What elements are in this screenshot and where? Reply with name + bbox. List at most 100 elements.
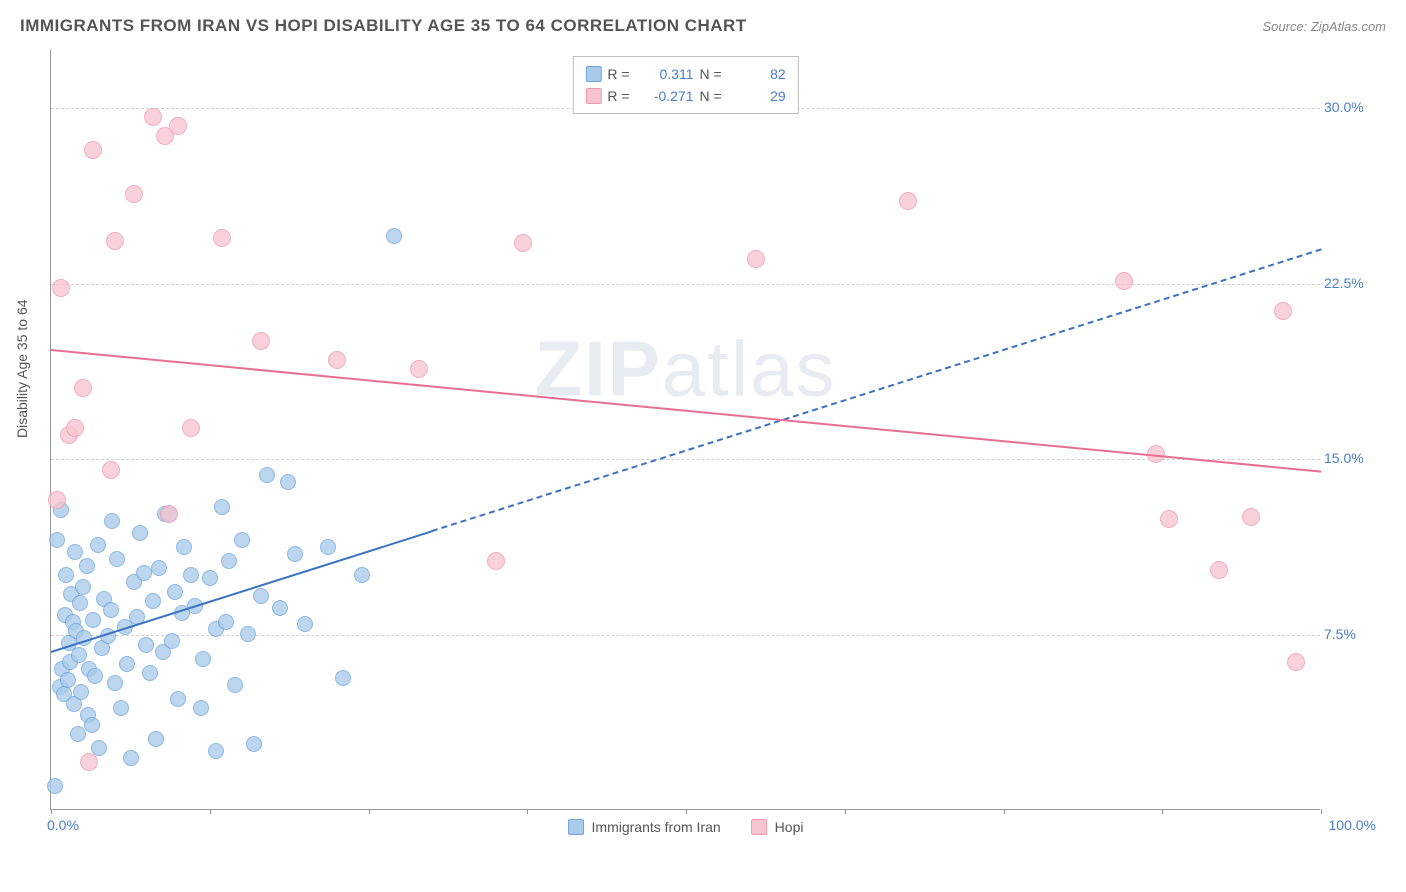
data-point <box>66 419 84 437</box>
data-point <box>280 474 296 490</box>
data-point <box>132 525 148 541</box>
data-point <box>145 593 161 609</box>
data-point <box>214 499 230 515</box>
x-tick-mark <box>210 809 211 814</box>
data-point <box>221 553 237 569</box>
data-point <box>109 551 125 567</box>
data-point <box>240 626 256 642</box>
watermark-suffix: atlas <box>662 324 837 412</box>
data-point <box>410 360 428 378</box>
data-point <box>899 192 917 210</box>
chart-title: IMMIGRANTS FROM IRAN VS HOPI DISABILITY … <box>20 16 747 36</box>
data-point <box>1115 272 1133 290</box>
data-point <box>193 700 209 716</box>
data-point <box>104 513 120 529</box>
legend-swatch-iran <box>568 819 584 835</box>
data-point <box>213 229 231 247</box>
data-point <box>73 684 89 700</box>
data-point <box>514 234 532 252</box>
legend-swatch-hopi <box>751 819 767 835</box>
r-value-iran: 0.311 <box>636 66 694 82</box>
data-point <box>142 665 158 681</box>
data-point <box>167 584 183 600</box>
data-point <box>48 491 66 509</box>
data-point <box>60 672 76 688</box>
data-point <box>487 552 505 570</box>
legend-row-hopi: R = -0.271 N = 29 <box>585 85 785 107</box>
data-point <box>85 612 101 628</box>
x-tick-mark <box>1004 809 1005 814</box>
legend-swatch-hopi <box>585 88 601 104</box>
data-point <box>106 232 124 250</box>
data-point <box>103 602 119 618</box>
data-point <box>259 467 275 483</box>
data-point <box>747 250 765 268</box>
data-point <box>202 570 218 586</box>
data-point <box>297 616 313 632</box>
gridline <box>51 459 1320 460</box>
data-point <box>335 670 351 686</box>
data-point <box>125 185 143 203</box>
trendline <box>51 349 1321 473</box>
source-label: Source: ZipAtlas.com <box>1262 19 1386 34</box>
n-label: N = <box>700 66 722 82</box>
data-point <box>123 750 139 766</box>
data-point <box>195 651 211 667</box>
legend-swatch-iran <box>585 66 601 82</box>
data-point <box>102 461 120 479</box>
chart-header: IMMIGRANTS FROM IRAN VS HOPI DISABILITY … <box>20 16 1386 36</box>
n-label: N = <box>700 88 722 104</box>
data-point <box>136 565 152 581</box>
data-point <box>87 668 103 684</box>
legend-item-hopi: Hopi <box>751 819 804 835</box>
data-point <box>1160 510 1178 528</box>
data-point <box>90 537 106 553</box>
data-point <box>208 743 224 759</box>
data-point <box>84 717 100 733</box>
data-point <box>47 778 63 794</box>
data-point <box>227 677 243 693</box>
x-tick-min: 0.0% <box>47 817 79 833</box>
series-legend: Immigrants from Iran Hopi <box>568 819 804 835</box>
data-point <box>144 108 162 126</box>
data-point <box>49 532 65 548</box>
data-point <box>1287 653 1305 671</box>
data-point <box>70 726 86 742</box>
data-point <box>71 647 87 663</box>
data-point <box>58 567 74 583</box>
legend-label-hopi: Hopi <box>775 819 804 835</box>
data-point <box>151 560 167 576</box>
data-point <box>107 675 123 691</box>
data-point <box>1242 508 1260 526</box>
x-tick-mark <box>686 809 687 814</box>
data-point <box>67 544 83 560</box>
data-point <box>52 279 70 297</box>
data-point <box>354 567 370 583</box>
data-point <box>234 532 250 548</box>
data-point <box>252 332 270 350</box>
data-point <box>72 595 88 611</box>
y-tick-label: 7.5% <box>1324 626 1376 642</box>
x-tick-max: 100.0% <box>1329 817 1376 833</box>
x-tick-mark <box>527 809 528 814</box>
y-axis-label: Disability Age 35 to 64 <box>14 299 30 438</box>
legend-item-iran: Immigrants from Iran <box>568 819 721 835</box>
data-point <box>176 539 192 555</box>
r-label: R = <box>607 88 629 104</box>
x-tick-mark <box>369 809 370 814</box>
data-point <box>169 117 187 135</box>
data-point <box>164 633 180 649</box>
data-point <box>386 228 402 244</box>
data-point <box>320 539 336 555</box>
correlation-legend: R = 0.311 N = 82 R = -0.271 N = 29 <box>572 56 798 114</box>
data-point <box>183 567 199 583</box>
data-point <box>1274 302 1292 320</box>
x-tick-mark <box>1162 809 1163 814</box>
x-tick-mark <box>1321 809 1322 814</box>
data-point <box>253 588 269 604</box>
data-point <box>74 379 92 397</box>
data-point <box>138 637 154 653</box>
data-point <box>79 558 95 574</box>
r-value-hopi: -0.271 <box>636 88 694 104</box>
data-point <box>119 656 135 672</box>
